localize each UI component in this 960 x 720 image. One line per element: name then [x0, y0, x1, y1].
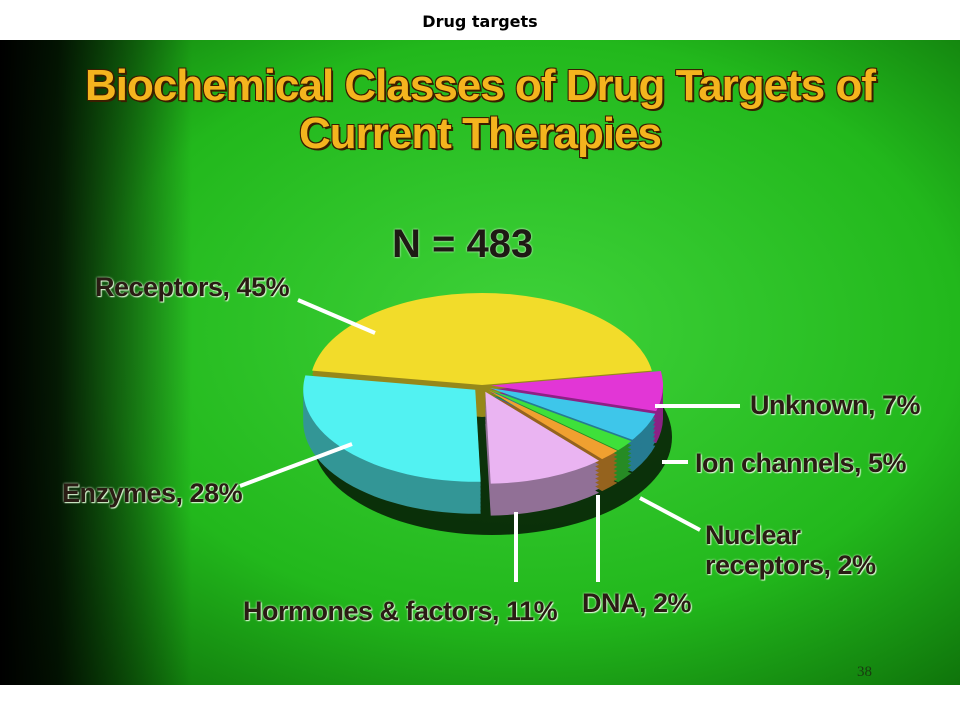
slice-label: Enzymes, 28%	[62, 478, 243, 508]
slice-label: DNA, 2%	[582, 588, 692, 618]
page-number: 38	[857, 664, 872, 680]
leader-line	[239, 442, 353, 488]
slice-label: Unknown, 7%	[750, 390, 921, 420]
page-header: Drug targets	[422, 12, 538, 31]
pie-slice	[485, 391, 600, 484]
chart-title: Biochemical Classes of Drug Targets of C…	[84, 61, 876, 158]
pie-slice	[303, 375, 481, 482]
pie-slice	[312, 293, 652, 385]
pie-slice	[490, 371, 663, 412]
slice-label: Ion channels, 5%	[695, 448, 907, 478]
leader-line	[639, 496, 701, 532]
slice-label: Nuclear receptors, 2%	[705, 520, 876, 580]
pie	[303, 293, 672, 535]
pie-slice	[488, 390, 618, 460]
leader-line	[297, 298, 376, 335]
leader-lines	[239, 298, 740, 582]
slice-label: Hormones & factors, 11%	[243, 596, 558, 626]
pie-slice	[489, 389, 632, 451]
pie-slice	[490, 388, 656, 440]
chart-subtitle: N = 483	[392, 222, 534, 266]
slice-label: Receptors, 45%	[95, 272, 290, 302]
